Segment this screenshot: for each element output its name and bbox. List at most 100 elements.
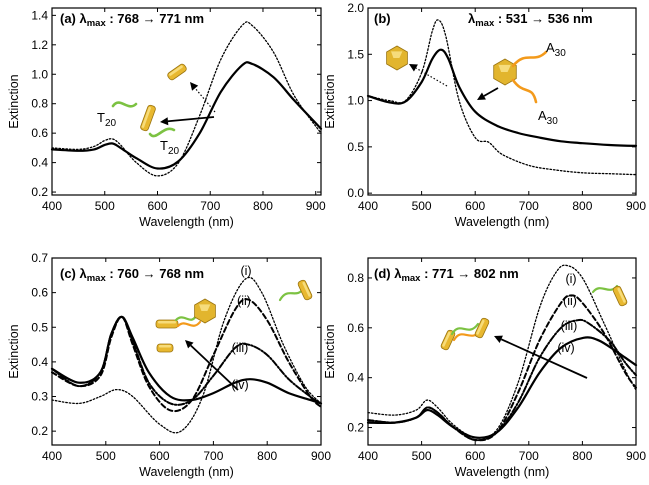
y-tick-label: 0.8	[31, 97, 48, 111]
series-line-dotted	[51, 21, 322, 177]
y-axis-title: Extinction	[323, 74, 337, 128]
x-tick-label: 500	[95, 199, 115, 213]
gold-nanorod-icon	[140, 104, 156, 132]
strand-label: T20	[160, 138, 180, 157]
x-tick-label: 800	[572, 449, 592, 463]
y-tick-label: 1.5	[347, 47, 364, 61]
y-tick-label: 0.6	[347, 321, 364, 335]
x-tick-label: 600	[147, 199, 167, 213]
x-tick-label: 700	[519, 449, 539, 463]
x-axis-title: Wavelength (nm)	[139, 215, 234, 229]
strand-label: A30	[538, 108, 558, 127]
panel-title-lambda: λmax : 531 → 536 nm	[468, 11, 593, 29]
plot-frame	[367, 7, 637, 196]
series-line-solid	[366, 336, 638, 439]
gold-nanorod-icon	[156, 343, 174, 353]
y-tick-label: 0.4	[347, 371, 364, 385]
x-tick-label: 700	[203, 449, 223, 463]
x-tick-label: 800	[572, 199, 592, 213]
panel-title: (a) λmax : 768 → 771 nm	[60, 11, 204, 29]
x-tick-label: 600	[465, 449, 485, 463]
series-line-dashed	[51, 298, 322, 413]
y-tick-label: 0.6	[31, 286, 48, 300]
x-tick-label: 500	[412, 199, 432, 213]
x-tick-label: 800	[253, 199, 273, 213]
dotted-arrow-icon	[190, 82, 216, 113]
gold-nanorod-icon	[167, 63, 187, 81]
x-tick-label: 400	[42, 199, 62, 213]
panel-c: 400 500 600 700 800 900 0.2 0.3 0.4 0.5 0.6 0.7 Wave…	[7, 251, 331, 479]
series-line-dotted	[367, 264, 637, 439]
panel-title: (d) λmax : 771 → 802 nm	[374, 266, 519, 284]
strand-label: A30	[546, 40, 566, 59]
x-tick-label: 700	[200, 199, 220, 213]
panel-d: 400 500 600 700 800 900 0.2 0.4 0.6 0.8 Wavelength…	[323, 257, 646, 479]
series-line-dotted	[51, 276, 322, 434]
series-label: (iv)	[557, 341, 574, 355]
plot-frame	[51, 7, 322, 196]
x-tick-label: 900	[626, 199, 646, 213]
y-tick-label: 0.6	[31, 126, 48, 140]
panel-a: 400 500 600 700 800 900 0.2 0.4 0.6 0.8 1.0 1.2 1.4 W…	[7, 7, 326, 229]
series-label: (i)	[240, 264, 251, 278]
gold-nanorod-icon	[612, 285, 628, 307]
arrow-icon	[477, 87, 499, 100]
y-axis-title: Extinction	[323, 324, 337, 378]
x-axis-title: Wavelength (nm)	[455, 215, 550, 229]
x-tick-label: 400	[42, 449, 62, 463]
gold-nanoparticle-icon	[194, 298, 216, 324]
series-label: (iii)	[561, 319, 578, 333]
y-tick-label: 0.2	[31, 424, 48, 438]
y-tick-label: 0.5	[31, 320, 48, 334]
gold-nanoparticle-icon	[493, 58, 517, 86]
arrow-icon	[185, 340, 239, 391]
y-tick-label: 1.0	[347, 94, 364, 108]
series-label: (iv)	[231, 378, 248, 392]
y-tick-label: 0.4	[31, 156, 48, 170]
y-tick-label: 1.0	[31, 67, 48, 81]
dna-strand-icon	[176, 320, 202, 328]
dna-strand-icon	[511, 50, 548, 68]
series-line-solid	[366, 48, 638, 147]
x-tick-label: 500	[96, 449, 116, 463]
gold-nanoparticle-icon	[386, 45, 408, 71]
series-line-solid	[50, 315, 323, 405]
dna-strand-icon	[450, 322, 480, 336]
series-line-dashdot	[367, 318, 637, 442]
dna-strand-icon	[511, 78, 538, 104]
x-tick-label: 600	[150, 449, 170, 463]
y-tick-label: 1.4	[31, 8, 48, 22]
y-tick-label: 0.3	[31, 390, 48, 404]
arrow-icon	[160, 116, 215, 126]
series-label: (i)	[565, 272, 576, 286]
x-axis-title: Wavelength (nm)	[139, 465, 234, 479]
plot-frame	[51, 257, 322, 446]
y-tick-label: 0.7	[31, 251, 48, 265]
x-tick-label: 900	[311, 449, 331, 463]
y-tick-label: 2.0	[347, 1, 364, 15]
x-tick-label: 600	[465, 199, 485, 213]
x-tick-label: 900	[306, 199, 326, 213]
panel-title: (c) λmax : 760 → 768 nm	[60, 266, 204, 284]
gold-nanorod-icon	[440, 329, 456, 351]
gold-nanorod-icon	[297, 279, 313, 301]
arrow-icon	[494, 335, 588, 379]
gold-nanorod-icon	[155, 319, 179, 329]
y-axis-title: Extinction	[7, 324, 21, 378]
series-line-solid	[50, 61, 323, 170]
y-tick-label: 1.2	[31, 38, 48, 52]
series-label: (ii)	[237, 294, 251, 308]
x-axis-title: Wavelength (nm)	[455, 465, 550, 479]
y-axis-title: Extinction	[7, 74, 21, 128]
x-tick-label: 500	[412, 449, 432, 463]
x-tick-label: 900	[626, 449, 646, 463]
dna-strand-icon	[148, 127, 176, 138]
dna-strand-icon	[174, 314, 198, 322]
x-tick-label: 400	[358, 199, 378, 213]
dna-strand-icon	[111, 101, 138, 108]
strand-label: T20	[97, 110, 117, 129]
plot-frame	[367, 257, 637, 446]
y-tick-label: 0.8	[347, 271, 364, 285]
y-tick-label: 0.4	[31, 355, 48, 369]
